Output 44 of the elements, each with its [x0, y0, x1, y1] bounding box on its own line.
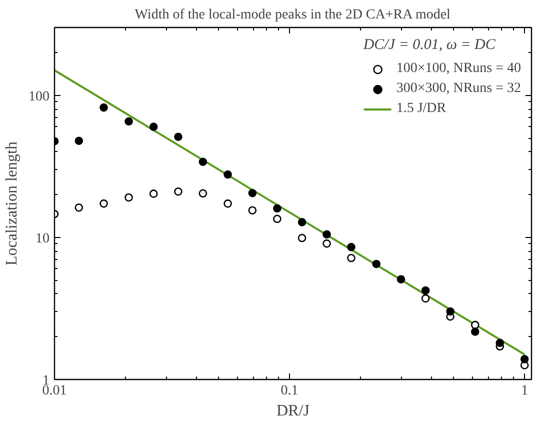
point — [100, 199, 108, 208]
point — [470, 320, 480, 330]
point — [396, 275, 406, 284]
legend-label: 100×100, NRuns = 40 — [396, 61, 521, 77]
point — [174, 187, 182, 196]
point — [224, 199, 232, 208]
point — [496, 338, 504, 348]
x-tick-label: 1 — [521, 384, 528, 398]
point — [470, 328, 480, 336]
point — [322, 239, 331, 248]
point — [149, 190, 158, 198]
point — [248, 188, 257, 198]
chart-title: Width of the local-mode peaks in the 2D CA+RA model — [134, 8, 451, 22]
point — [421, 286, 430, 295]
point — [224, 170, 232, 179]
legend-label: 1.5 J/DR — [396, 101, 446, 117]
point — [198, 158, 208, 166]
point — [124, 117, 133, 126]
point — [74, 136, 84, 145]
point — [149, 122, 158, 131]
point — [248, 206, 257, 214]
y-tick-label: 100 — [28, 89, 50, 104]
legend-label: 300×300, NRuns = 32 — [396, 81, 521, 97]
point — [100, 103, 108, 112]
legend-title: DC/J = 0.01, ω = DC — [363, 37, 496, 54]
point — [124, 193, 133, 202]
point — [74, 203, 84, 212]
point — [322, 230, 331, 239]
point — [298, 234, 306, 242]
x-axis-title: DR/J — [276, 402, 310, 420]
x-tick-label: 0.1 — [280, 384, 298, 398]
point — [446, 307, 454, 316]
point — [520, 355, 529, 364]
point — [347, 242, 356, 252]
point — [198, 189, 208, 198]
point — [174, 132, 182, 141]
y-axis-title: Localization length — [4, 142, 20, 266]
point — [347, 254, 356, 262]
point — [372, 260, 380, 268]
y-tick-label: 10 — [36, 231, 50, 246]
point — [273, 204, 282, 213]
point — [298, 218, 306, 226]
point — [273, 214, 282, 224]
point — [421, 294, 430, 303]
